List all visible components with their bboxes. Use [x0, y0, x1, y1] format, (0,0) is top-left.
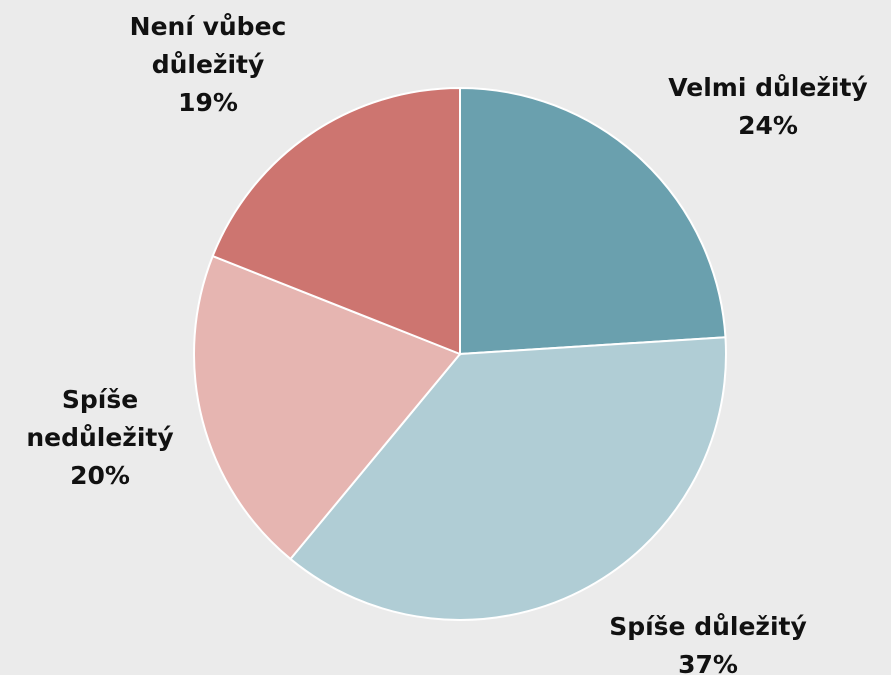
slice-label: Velmi důležitý 24% [633, 69, 891, 145]
percent-label: 37% [678, 650, 738, 675]
category-name: Spíše důležitý [609, 612, 807, 641]
category-name: Není vůbec důležitý [129, 12, 287, 79]
slice-label: Není vůbec důležitý 19% [108, 8, 308, 122]
pie-slice [211, 86, 461, 356]
slice-label: Spíše nedůležitý 20% [0, 381, 200, 495]
percent-label: 19% [178, 88, 238, 117]
pie-slice [289, 336, 727, 621]
category-name: Spíše nedůležitý [26, 385, 174, 452]
category-name: Velmi důležitý [668, 73, 868, 102]
pie-slice [193, 254, 462, 561]
pie-slice [459, 86, 727, 356]
percent-label: 20% [70, 461, 130, 490]
slice-label: Spíše důležitý 37% [573, 608, 843, 675]
percent-label: 24% [738, 111, 798, 140]
